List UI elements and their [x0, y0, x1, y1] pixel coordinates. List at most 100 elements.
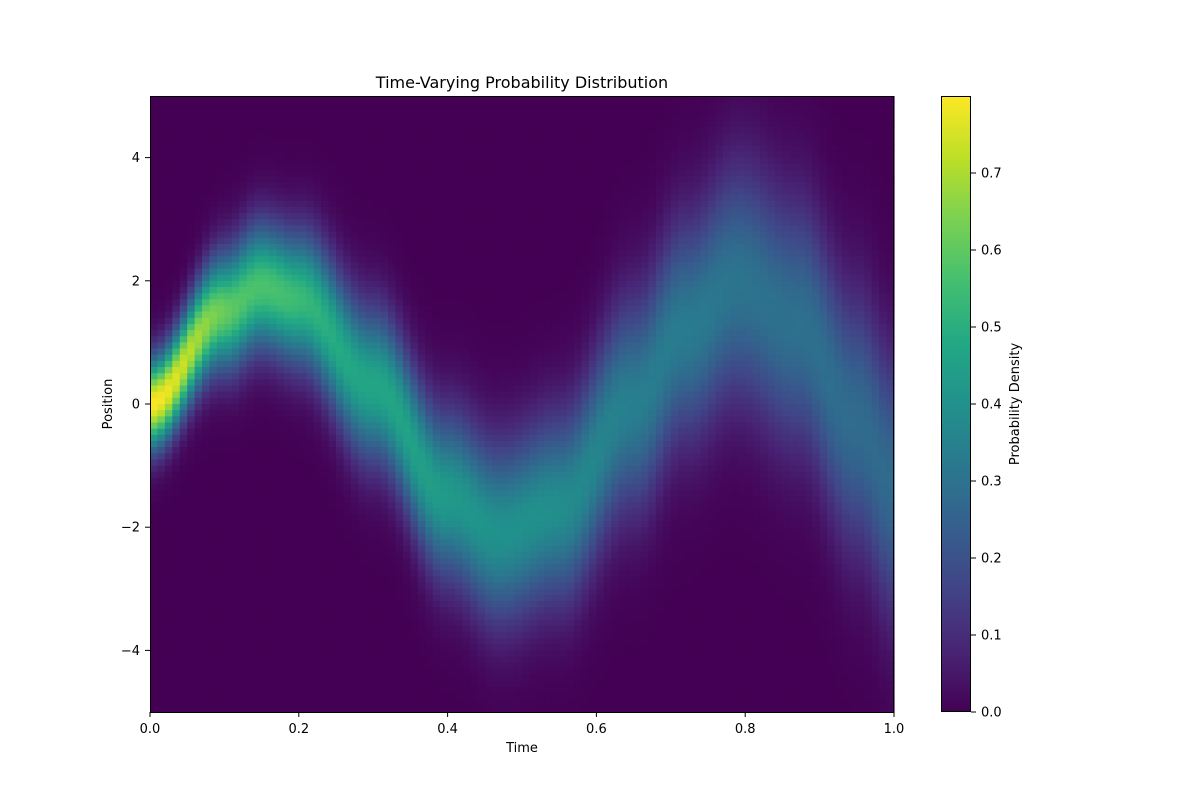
heatmap-cell: [447, 311, 456, 319]
heatmap-cell: [202, 675, 211, 682]
heatmap-cell: [514, 416, 523, 424]
heatmap-cell: [291, 360, 300, 368]
heatmap-cell: [469, 237, 478, 245]
heatmap-cell: [283, 114, 292, 122]
heatmap-cell: [172, 631, 181, 639]
heatmap-cell: [469, 533, 478, 541]
heatmap-cell: [313, 391, 322, 399]
heatmap-cell: [269, 360, 278, 368]
heatmap-cell: [306, 644, 315, 651]
heatmap-cell: [492, 570, 501, 578]
heatmap-cell: [492, 699, 501, 707]
heatmap-cell: [388, 588, 397, 596]
heatmap-cell: [492, 120, 501, 128]
heatmap-cell: [254, 286, 263, 294]
heatmap-cell: [328, 440, 337, 448]
heatmap-cell: [373, 453, 382, 461]
heatmap-cell: [507, 644, 516, 651]
heatmap-cell: [306, 527, 315, 534]
heatmap-cell: [194, 416, 203, 424]
heatmap-cell: [477, 705, 486, 713]
heatmap-cell: [298, 182, 307, 189]
heatmap-cell: [395, 188, 404, 196]
heatmap-cell: [365, 527, 374, 534]
heatmap-cell: [462, 477, 471, 485]
heatmap-cell: [231, 687, 240, 695]
heatmap-cell: [313, 539, 322, 547]
heatmap-cell: [492, 502, 501, 510]
heatmap-cell: [492, 182, 501, 189]
heatmap-cell: [395, 527, 404, 534]
heatmap-cell: [410, 465, 419, 473]
heatmap-cell: [395, 619, 404, 627]
heatmap-cell: [417, 551, 426, 559]
heatmap-cell: [462, 582, 471, 590]
heatmap-cell: [283, 108, 292, 116]
heatmap-cell: [336, 410, 345, 417]
heatmap-cell: [358, 225, 367, 233]
heatmap-cell: [358, 299, 367, 307]
heatmap-cell: [447, 588, 456, 596]
heatmap-cell: [239, 422, 248, 430]
heatmap-cell: [336, 385, 345, 393]
heatmap-cell: [455, 385, 464, 393]
heatmap-cell: [388, 434, 397, 442]
heatmap-cell: [462, 151, 471, 159]
heatmap-cell: [150, 367, 159, 374]
heatmap-cell: [246, 96, 255, 103]
heatmap-cell: [507, 576, 516, 584]
heatmap-cell: [380, 274, 389, 282]
heatmap-cell: [157, 650, 166, 658]
heatmap-cell: [365, 237, 374, 245]
heatmap-cell: [283, 514, 292, 522]
heatmap-cell: [469, 699, 478, 707]
heatmap-cell: [336, 163, 345, 171]
heatmap-cell: [224, 644, 233, 651]
heatmap-cell: [440, 502, 449, 510]
heatmap-cell: [507, 668, 516, 676]
heatmap-cell: [321, 145, 330, 153]
heatmap-cell: [350, 465, 359, 473]
heatmap-cell: [395, 206, 404, 214]
heatmap-cell: [343, 194, 352, 202]
heatmap-cell: [179, 219, 188, 226]
heatmap-cell: [402, 293, 411, 300]
heatmap-cell: [358, 336, 367, 343]
heatmap-cell: [350, 397, 359, 405]
heatmap-cell: [283, 533, 292, 541]
heatmap-cell: [157, 96, 166, 103]
heatmap-cell: [254, 668, 263, 676]
heatmap-cell: [283, 243, 292, 251]
heatmap-cell: [365, 397, 374, 405]
heatmap-cell: [395, 594, 404, 602]
heatmap-cell: [157, 169, 166, 177]
heatmap-cell: [499, 188, 508, 196]
heatmap-cell: [269, 705, 278, 713]
heatmap-cell: [343, 496, 352, 504]
heatmap-cell: [172, 206, 181, 214]
heatmap-cell: [395, 490, 404, 497]
heatmap-cell: [231, 225, 240, 233]
heatmap-cell: [514, 397, 523, 405]
heatmap-cell: [209, 342, 218, 350]
heatmap-cell: [246, 631, 255, 639]
heatmap-cell: [469, 360, 478, 368]
heatmap-cell: [231, 96, 240, 103]
heatmap-cell: [417, 379, 426, 387]
heatmap-cell: [283, 206, 292, 214]
heatmap-cell: [150, 219, 159, 226]
heatmap-cell: [157, 336, 166, 343]
heatmap-cell: [231, 508, 240, 516]
heatmap-cell: [209, 157, 218, 165]
heatmap-cell: [209, 576, 218, 584]
heatmap-cell: [150, 379, 159, 387]
heatmap-cell: [209, 348, 218, 356]
heatmap-cell: [150, 231, 159, 239]
heatmap-cell: [373, 508, 382, 516]
heatmap-cell: [358, 601, 367, 608]
heatmap-cell: [306, 237, 315, 245]
heatmap-cell: [358, 675, 367, 682]
heatmap-cell: [395, 367, 404, 374]
heatmap-cell: [380, 163, 389, 171]
heatmap-cell: [447, 256, 456, 263]
